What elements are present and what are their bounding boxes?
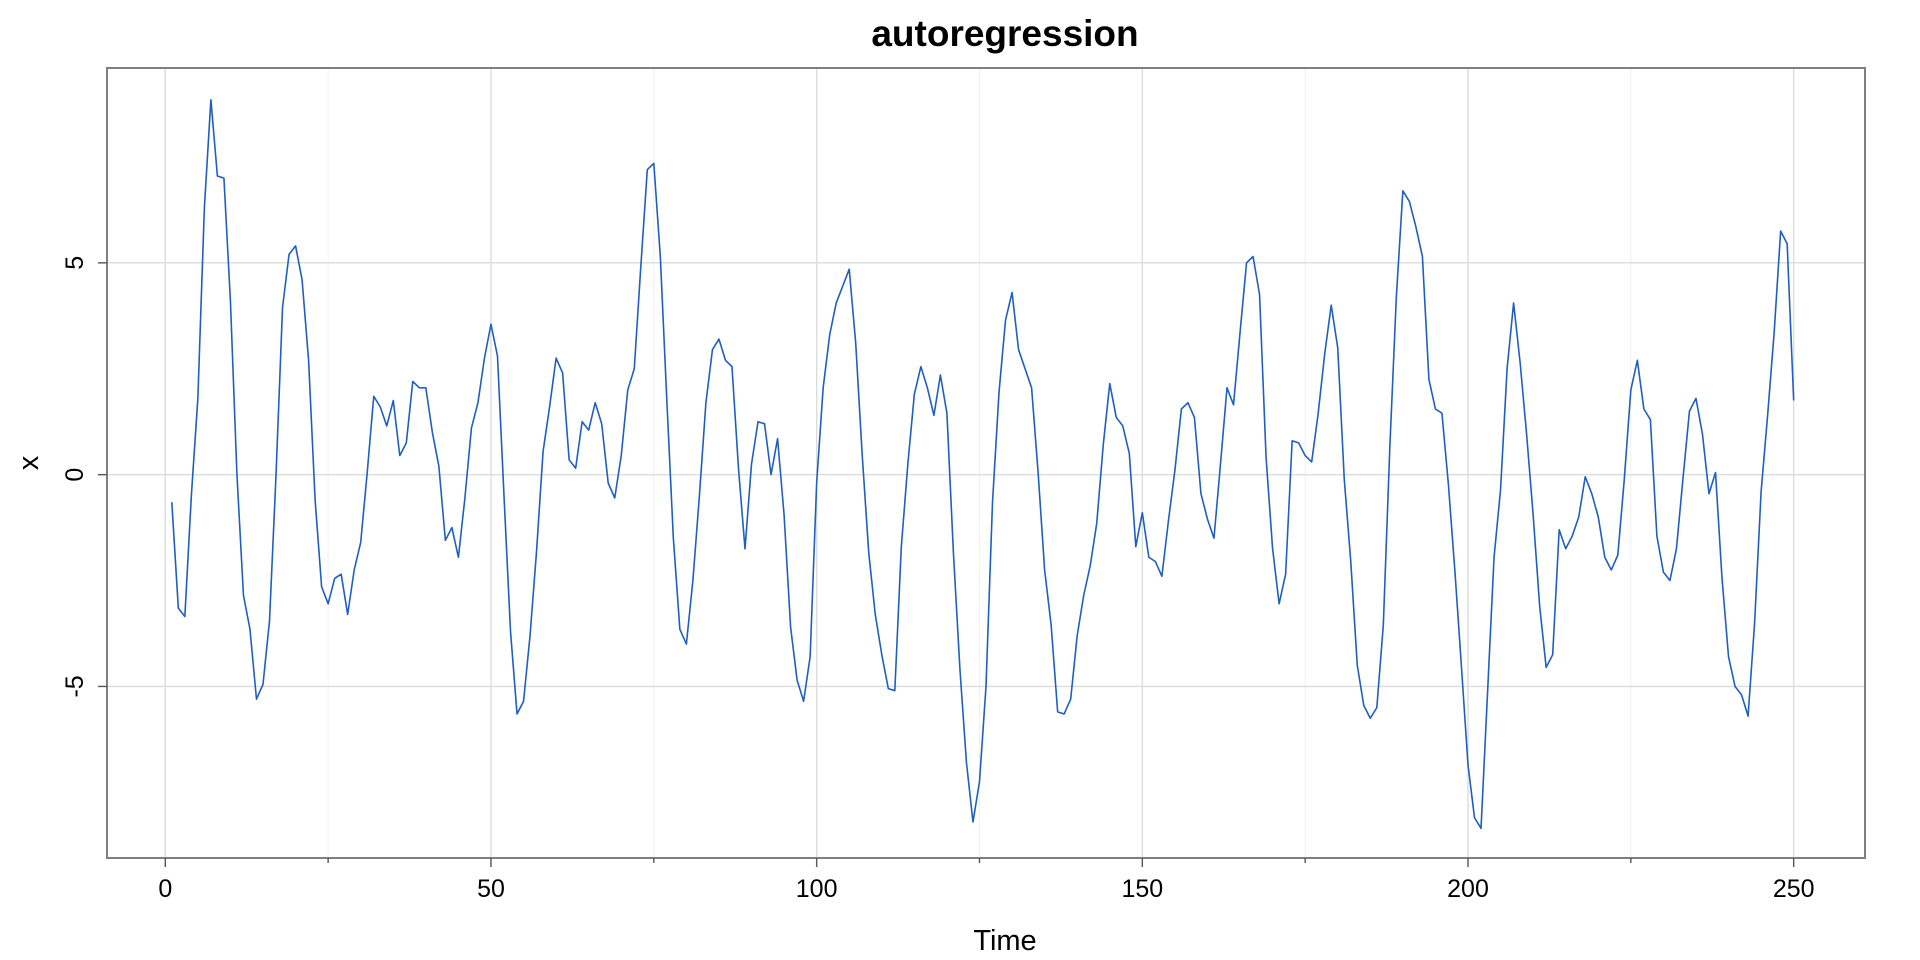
x-tick-label: 50 bbox=[477, 875, 505, 903]
series-line bbox=[171, 98, 1795, 830]
plot-area bbox=[171, 98, 1795, 830]
x-tick-label: 0 bbox=[158, 875, 172, 903]
x-tick-label: 250 bbox=[1773, 875, 1815, 903]
x-axis-title: Time bbox=[973, 925, 1036, 957]
y-tick-label: 5 bbox=[61, 256, 89, 270]
panel-border bbox=[106, 67, 1866, 859]
y-tick-label: 0 bbox=[61, 468, 89, 482]
x-tick-label: 150 bbox=[1121, 875, 1163, 903]
y-axis-title: x bbox=[13, 455, 45, 470]
chart-title: autoregression bbox=[871, 13, 1138, 54]
axis-ticks: 0 50 100 150 200 250 -5 0 5 bbox=[61, 256, 1815, 903]
y-tick-label: -5 bbox=[61, 675, 89, 697]
grid bbox=[107, 68, 1865, 858]
x-tick-label: 100 bbox=[796, 875, 838, 903]
x-tick-label: 200 bbox=[1447, 875, 1489, 903]
